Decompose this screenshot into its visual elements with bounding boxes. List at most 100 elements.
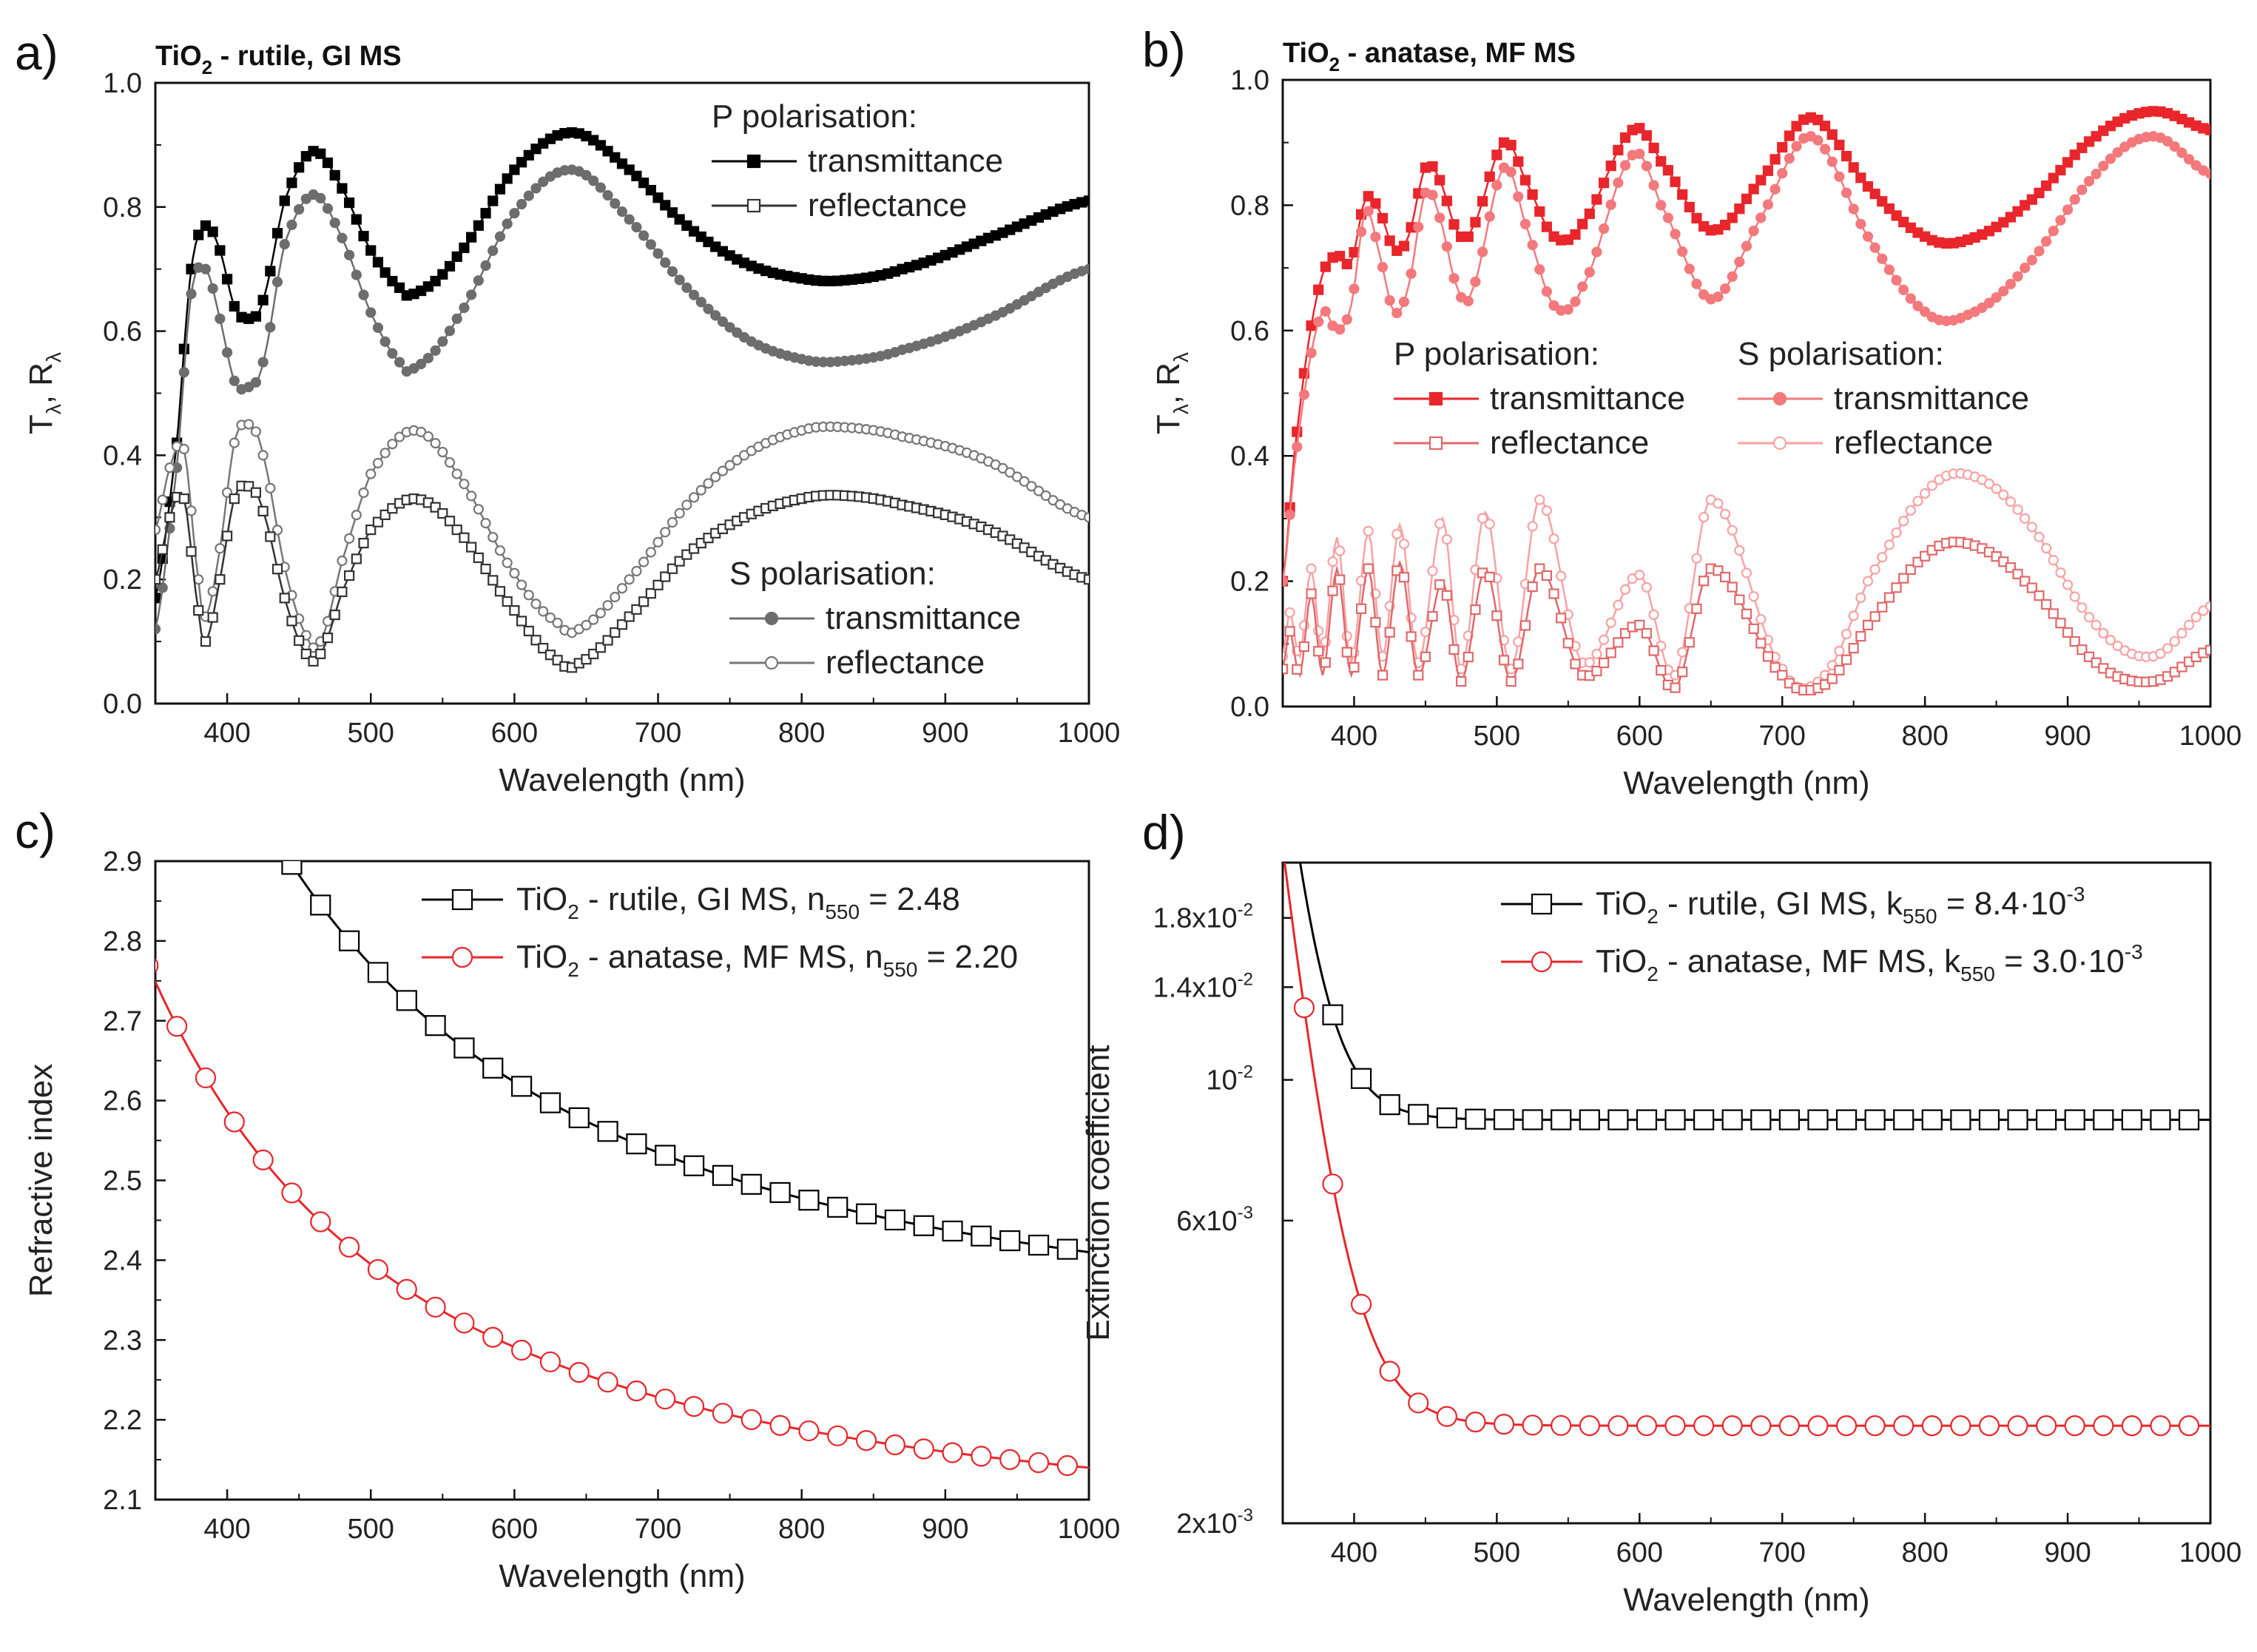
data-point (1591, 194, 1602, 205)
data-point (1835, 1109, 1858, 1130)
data-point (1477, 246, 1488, 257)
data-point (444, 456, 456, 468)
data-point (1691, 212, 1702, 224)
data-point (1877, 601, 1888, 613)
data-point (1634, 148, 1645, 160)
legend-entry-label: transmittance (1834, 380, 2029, 417)
data-point (2036, 1415, 2057, 1437)
data-point (1634, 619, 1645, 630)
data-point (1893, 1109, 1914, 1130)
data-point (337, 232, 348, 243)
data-point (257, 450, 269, 461)
data-point (1363, 563, 1374, 574)
x-axis-label: Wavelength (nm) (499, 1558, 745, 1594)
data-point (667, 517, 678, 528)
data-point (444, 516, 456, 527)
data-point (1905, 564, 1916, 576)
data-point (1441, 590, 1452, 601)
y-tick-label: 2.8 (103, 926, 142, 957)
data-point (1370, 232, 1381, 243)
data-point (2064, 1109, 2085, 1130)
data-point (250, 311, 262, 322)
data-point (1541, 570, 1553, 581)
legend-swatch-marker (1531, 893, 1553, 915)
x-tick-label: 1000 (1058, 718, 1121, 749)
data-point (1577, 218, 1588, 229)
data-point (523, 625, 534, 637)
data-point (229, 437, 240, 448)
data-point (1420, 651, 1431, 662)
data-point (1741, 567, 1752, 579)
data-point (1755, 175, 1767, 186)
data-point (1441, 195, 1452, 206)
data-point (1727, 212, 1738, 223)
y-tick-label: 0.2 (1230, 567, 1269, 598)
data-point (1869, 611, 1880, 622)
data-point (652, 536, 664, 547)
data-point (1584, 266, 1595, 278)
data-point (712, 1164, 734, 1186)
data-point (387, 348, 398, 359)
y-tick-label: 2.2 (103, 1405, 142, 1436)
data-point (2176, 147, 2187, 158)
data-point (1562, 638, 1573, 649)
data-point (1748, 623, 1759, 634)
data-point (588, 614, 599, 625)
data-point (1698, 511, 1710, 523)
data-point (1855, 592, 1866, 603)
data-point (710, 310, 721, 321)
data-point (1384, 294, 1395, 306)
x-tick-label: 400 (203, 718, 250, 749)
data-point (2093, 1109, 2114, 1130)
data-point (344, 570, 355, 581)
x-tick-label: 800 (1901, 1537, 1948, 1568)
data-point (437, 269, 448, 280)
data-point (638, 556, 650, 567)
data-point (451, 313, 462, 324)
data-point (1498, 655, 1510, 666)
data-point (1011, 471, 1023, 482)
data-point (221, 347, 233, 358)
data-point (588, 175, 599, 186)
data-point (2064, 1415, 2085, 1437)
data-point (1848, 643, 1859, 654)
data-point (2062, 579, 2074, 590)
x-tick-label: 900 (2044, 1537, 2091, 1568)
y-tick-label: 0.4 (1230, 441, 1269, 472)
data-point (195, 1067, 217, 1089)
x-tick-label: 900 (922, 718, 968, 749)
data-point (2026, 522, 2037, 533)
data-point (602, 189, 613, 201)
legend: P polarisation: transmittance reflectance S… (712, 98, 1021, 681)
data-point (510, 1339, 533, 1361)
data-point (1619, 132, 1631, 144)
data-point (683, 1395, 705, 1417)
data-point (1519, 175, 1531, 186)
x-tick-label: 1000 (2179, 1537, 2242, 1568)
data-point (322, 633, 334, 644)
data-point (294, 203, 305, 215)
data-point (1921, 1109, 1943, 1130)
data-point (1434, 175, 1445, 186)
data-point (724, 322, 735, 333)
data-point (610, 591, 621, 603)
data-point (626, 1133, 647, 1155)
data-point (265, 531, 276, 542)
data-point (1662, 212, 1673, 223)
data-point (250, 377, 262, 388)
y-tick-label: 10-2 (1206, 1062, 1253, 1096)
data-point (509, 605, 520, 616)
data-point (451, 251, 462, 263)
data-point (1748, 591, 1759, 602)
data-point (2162, 135, 2173, 147)
data-point (265, 322, 276, 333)
x-tick-label: 500 (1474, 721, 1520, 752)
data-point (1513, 658, 1524, 670)
data-point (1841, 654, 1852, 665)
data-point (1869, 564, 1880, 575)
data-point (1349, 661, 1360, 673)
x-tick-label: 700 (635, 1514, 681, 1545)
data-point (1862, 576, 1874, 587)
data-point (523, 590, 534, 601)
data-point (1826, 673, 1838, 684)
